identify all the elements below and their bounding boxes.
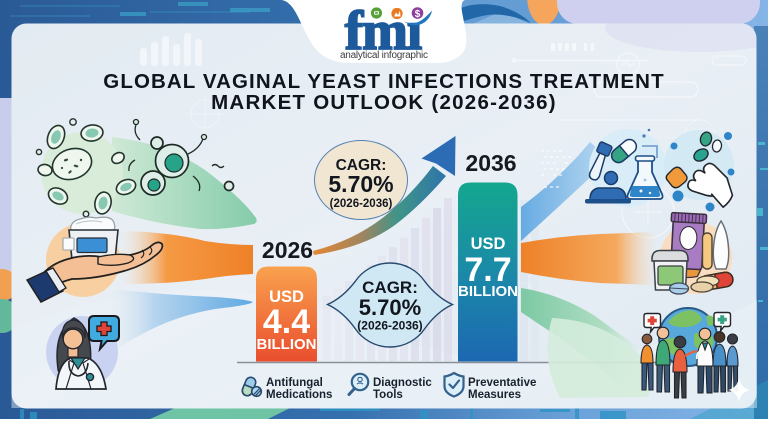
svg-text:5.70%: 5.70% [359,295,421,320]
svg-text:2036: 2036 [465,150,516,176]
svg-text:Measures: Measures [468,389,521,401]
svg-text:Medications: Medications [266,389,332,401]
svg-text:BILLION: BILLION [257,336,317,353]
svg-text:MARKET OUTLOOK (2026-2036): MARKET OUTLOOK (2026-2036) [211,91,557,114]
svg-text:analytical infographic: analytical infographic [340,50,428,61]
svg-text:(2026-2036): (2026-2036) [357,319,422,333]
svg-text:GLOBAL VAGINAL YEAST INFECTION: GLOBAL VAGINAL YEAST INFECTIONS TREATMEN… [103,70,664,93]
svg-text:Diagnostic: Diagnostic [373,377,432,389]
svg-text:BILLION: BILLION [458,283,518,300]
svg-text:(2026-2036): (2026-2036) [330,198,393,210]
svg-text:2026: 2026 [262,237,313,263]
svg-text:5.70%: 5.70% [328,171,393,197]
svg-text:Antifungal: Antifungal [266,377,323,389]
svg-text:Tools: Tools [373,389,403,401]
svg-text:$: $ [415,9,421,20]
svg-text:Preventative: Preventative [468,377,536,389]
